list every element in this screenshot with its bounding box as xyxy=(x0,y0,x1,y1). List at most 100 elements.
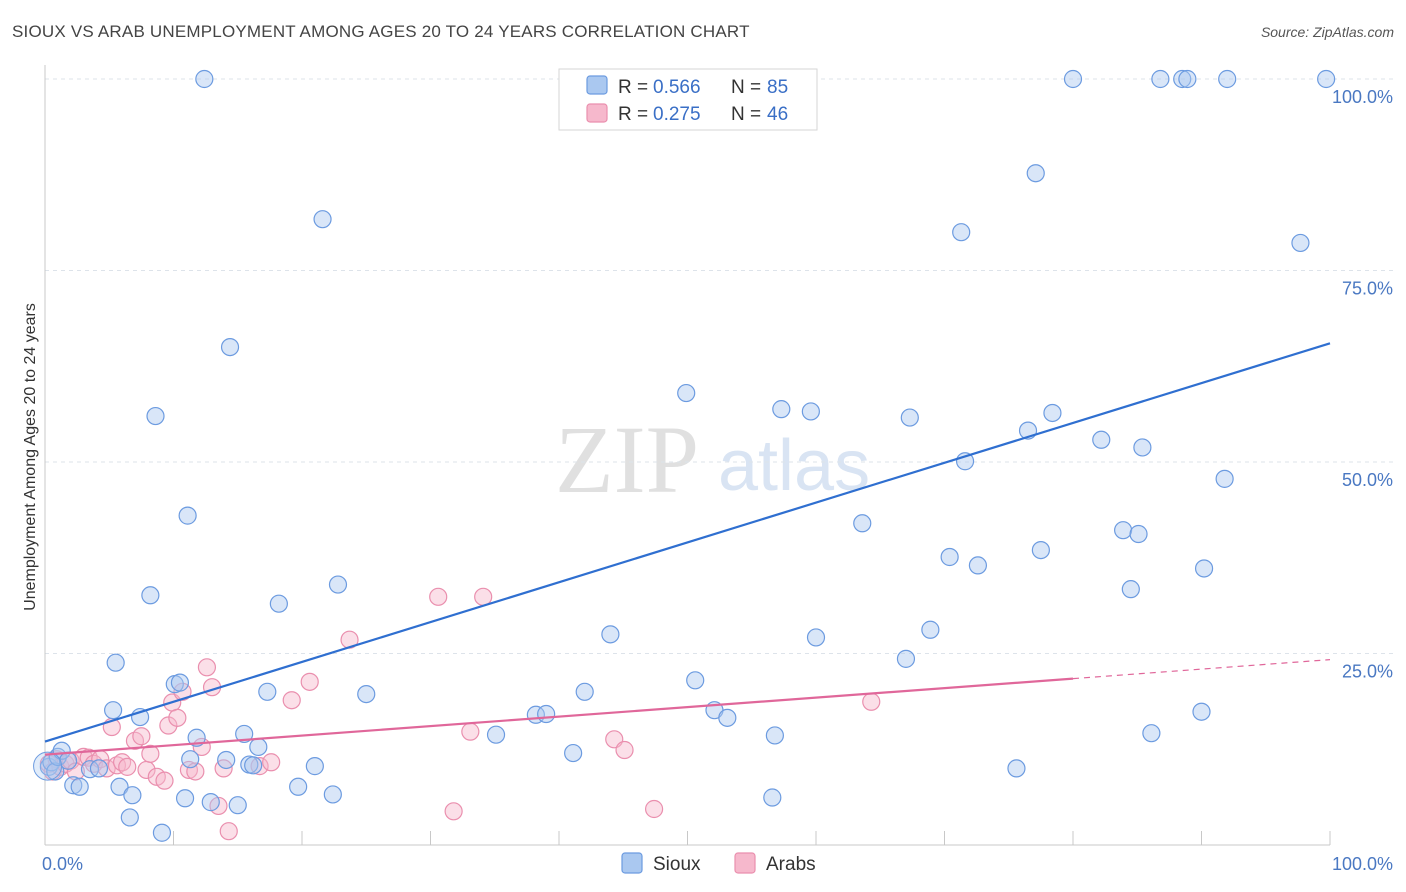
sioux-point-18 xyxy=(152,823,172,842)
sioux-point-78 xyxy=(1151,69,1170,89)
sioux-point-33 xyxy=(249,737,268,757)
sioux-point-69 xyxy=(1031,540,1050,560)
sioux-point-14 xyxy=(123,786,142,805)
arabs-trend-line xyxy=(44,677,1074,756)
watermark: ZIP atlas xyxy=(555,406,870,513)
sioux-point-55 xyxy=(772,400,791,419)
source-label: Source: ZipAtlas.com xyxy=(1260,24,1394,40)
grid-lines xyxy=(45,78,1395,654)
arabs-point-33 xyxy=(219,822,238,841)
arabs-point-39 xyxy=(429,587,448,606)
sioux-point-61 xyxy=(921,620,940,639)
sioux-point-40 xyxy=(328,575,348,594)
sioux-point-cluster xyxy=(33,751,63,781)
y-tick-label-100: 100.0% xyxy=(1332,87,1393,107)
sioux-point-42 xyxy=(486,725,506,744)
sioux-point-5 xyxy=(59,751,78,770)
sioux-point-37 xyxy=(305,757,324,776)
sioux-point-76 xyxy=(1133,438,1152,457)
sioux-point-20 xyxy=(170,673,190,692)
stats-r-label-sioux: R = xyxy=(618,77,648,98)
sioux-point-35 xyxy=(269,594,288,613)
sioux-point-34 xyxy=(258,682,277,701)
sioux-point-21 xyxy=(175,789,195,808)
sioux-point-66 xyxy=(1007,759,1026,778)
sioux-point-13 xyxy=(120,808,139,827)
arabs-point-46 xyxy=(862,692,881,711)
sioux-point-68 xyxy=(1026,164,1045,183)
stats-r-value-arabs: 0.275 xyxy=(653,104,701,125)
watermark-zip: ZIP xyxy=(555,406,699,513)
sioux-point-53 xyxy=(763,788,782,807)
sioux-point-26 xyxy=(201,793,220,812)
x-axis-tick-labels: 0.0% 100.0% xyxy=(42,854,1393,874)
arabs-point-16 xyxy=(125,731,145,750)
sioux-point-75 xyxy=(1129,524,1148,544)
sioux-point-84 xyxy=(1218,69,1237,89)
y-axis-label: Unemployment Among Ages 20 to 24 years xyxy=(22,303,39,611)
sioux-point-17 xyxy=(146,406,165,426)
stats-n-value-arabs: 46 xyxy=(767,104,788,125)
sioux-point-23 xyxy=(181,750,200,769)
sioux-point-63 xyxy=(952,223,971,242)
y-tick-label-50: 50.0% xyxy=(1342,470,1393,490)
stats-r-value-sioux: 0.566 xyxy=(653,77,701,98)
stats-swatch-sioux xyxy=(586,75,608,95)
arabs-point-19 xyxy=(141,744,160,763)
sioux-point-9 xyxy=(89,759,109,778)
arabs-point-40 xyxy=(444,802,463,821)
arabs-point-24 xyxy=(168,708,187,727)
sioux-point-38 xyxy=(313,210,332,229)
sioux-point-80 xyxy=(1178,69,1197,89)
arabs-point-42 xyxy=(474,587,493,606)
legend-label-arabs: Arabs xyxy=(766,854,816,875)
arabs-point-36 xyxy=(282,691,301,710)
sioux-point-79 xyxy=(1173,69,1192,89)
stats-n-label-arabs: N = xyxy=(731,104,761,125)
sioux-point-30 xyxy=(235,724,254,744)
chart-title: SIOUX VS ARAB UNEMPLOYMENT AMONG AGES 20… xyxy=(12,22,750,41)
sioux-point-41 xyxy=(357,684,376,704)
sioux-point-59 xyxy=(896,649,916,668)
sioux-point-39 xyxy=(323,785,342,804)
sioux-point-73 xyxy=(1114,521,1133,540)
sioux-point-10 xyxy=(104,701,123,720)
arabs-point-41 xyxy=(461,722,480,741)
arabs-trend-line-extension xyxy=(1072,659,1331,680)
sioux-point-28 xyxy=(220,338,240,357)
stats-legend: R = 0.566 N = 85 R = 0.275 N = 46 xyxy=(558,68,818,131)
sioux-point-54 xyxy=(765,726,784,745)
arabs-point-29 xyxy=(197,658,217,677)
sioux-point-25 xyxy=(195,69,214,89)
arabs-point-44 xyxy=(615,740,634,760)
arabs-point-21 xyxy=(155,771,174,790)
sioux-point-32 xyxy=(244,756,263,775)
y-tick-label-25: 25.0% xyxy=(1342,662,1393,682)
sioux-point-36 xyxy=(289,777,308,796)
arabs-point-35 xyxy=(262,753,281,772)
sioux-point-49 xyxy=(686,671,705,690)
sioux-point-60 xyxy=(900,408,919,427)
sioux-point-86 xyxy=(1317,69,1336,89)
x-tick-label-0: 0.0% xyxy=(42,854,83,874)
x-axis-ticks xyxy=(44,831,1331,845)
series-sioux-points xyxy=(33,69,1336,842)
sioux-point-48 xyxy=(677,383,696,403)
arabs-point-15 xyxy=(118,757,137,776)
sioux-point-4 xyxy=(52,741,71,760)
sioux-point-2 xyxy=(46,762,65,781)
sioux-point-57 xyxy=(806,628,826,647)
legend-swatch-sioux xyxy=(621,852,643,874)
x-tick-label-100: 100.0% xyxy=(1332,854,1393,874)
sioux-point-82 xyxy=(1194,559,1214,578)
sioux-trend-line xyxy=(44,342,1331,743)
stats-swatch-arabs xyxy=(586,103,608,123)
arabs-point-45 xyxy=(644,799,664,819)
legend-label-sioux: Sioux xyxy=(653,854,701,875)
legend-swatch-arabs xyxy=(734,852,756,874)
sioux-point-62 xyxy=(940,547,959,567)
series-arabs-points xyxy=(39,587,881,841)
arabs-point-37 xyxy=(300,672,319,691)
sioux-point-58 xyxy=(853,514,872,533)
stats-n-value-sioux: 85 xyxy=(767,77,788,98)
